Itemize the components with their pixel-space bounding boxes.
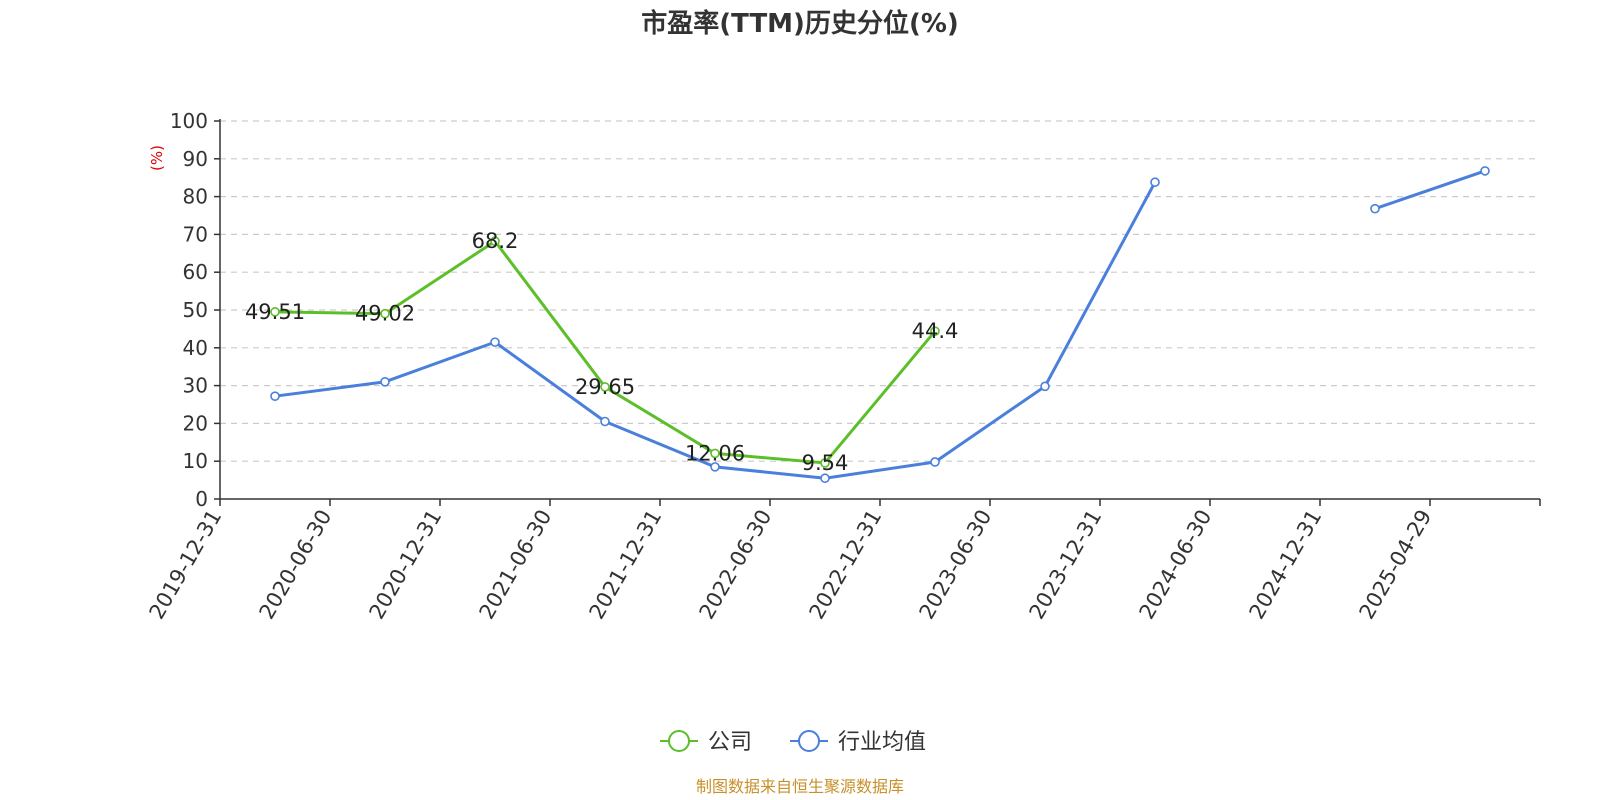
legend-marker-icon [668, 730, 690, 752]
data-point[interactable] [930, 457, 940, 467]
y-tick-label: 40 [183, 336, 208, 360]
grid-lines [220, 120, 1540, 462]
data-point[interactable] [710, 462, 720, 472]
data-point[interactable] [600, 416, 610, 427]
x-tick-label: 2021-06-30 [475, 506, 557, 624]
x-tick-label: 2024-06-30 [1135, 506, 1217, 624]
y-tick-label: 100 [170, 109, 208, 133]
legend-label: 行业均值 [838, 730, 926, 755]
y-tick-label: 0 [195, 487, 208, 511]
data-point[interactable] [490, 236, 500, 247]
x-tick-label: 2021-12-31 [585, 506, 667, 624]
source-note: 制图数据来自恒生聚源数据库 [696, 777, 904, 796]
axes: 0 10 20 30 40 50 60 70 80 90 100(%) 2019-12-31 2020-… [145, 109, 1541, 624]
data-point[interactable] [820, 473, 830, 484]
data-point[interactable] [820, 458, 830, 468]
data-point[interactable] [490, 337, 500, 347]
data-label: 9.54 [802, 451, 849, 475]
legend-marker-icon [798, 730, 820, 752]
y-tick-label: 50 [183, 298, 208, 322]
x-tick-label: 2023-06-30 [915, 506, 997, 624]
data-point[interactable] [1480, 166, 1490, 176]
data-point[interactable] [600, 382, 610, 392]
data-label: 49.51 [245, 300, 305, 324]
legend-label: 公司 [708, 730, 752, 755]
data-labels: 49.51 49.02 68.2 29.65 12.06 9.54 44.4 [245, 229, 958, 475]
y-tick-label: 10 [183, 449, 208, 473]
legend-item-0[interactable]: 公司 [660, 730, 752, 755]
data-point[interactable] [930, 326, 940, 336]
series-line [274, 239, 937, 465]
data-label: 49.02 [355, 302, 415, 326]
y-tick-label: 60 [183, 260, 208, 284]
data-point[interactable] [380, 377, 390, 387]
y-tick-label: 80 [183, 185, 208, 209]
series-line [1374, 169, 1486, 211]
y-tick-label: 20 [183, 411, 208, 435]
data-label: 12.06 [685, 441, 745, 465]
series-line [274, 181, 1157, 480]
data-point[interactable] [270, 391, 280, 401]
data-point[interactable] [1150, 177, 1160, 188]
data-label: 29.65 [575, 375, 635, 399]
x-tick-label: 2019-12-31 [145, 506, 227, 624]
x-tick-label: 2025-04-29 [1355, 506, 1437, 624]
y-axis-label: (%) [148, 145, 166, 171]
data-label: 68.2 [472, 229, 519, 253]
data-point[interactable] [1370, 203, 1380, 214]
x-tick-label: 2020-12-31 [365, 506, 447, 624]
y-tick-label: 30 [183, 374, 208, 398]
x-tick-label: 2024-12-31 [1245, 506, 1327, 624]
data-point[interactable] [710, 448, 720, 459]
data-point[interactable] [380, 308, 390, 319]
x-tick-label: 2023-12-31 [1025, 506, 1107, 624]
y-tick-label: 70 [183, 222, 208, 246]
x-tick-label: 2022-12-31 [805, 506, 887, 624]
legend[interactable]: 公司 行业均值 [660, 730, 926, 755]
legend-item-1[interactable]: 行业均值 [790, 730, 926, 755]
series-1 [270, 166, 1490, 484]
data-point[interactable] [1040, 381, 1050, 392]
data-point[interactable] [270, 307, 280, 317]
chart-title: 市盈率(TTM)历史分位(%) [641, 8, 959, 39]
series-layer [270, 166, 1490, 484]
series-0 [270, 236, 940, 468]
x-tick-label: 2022-06-30 [695, 506, 777, 624]
data-label: 44.4 [912, 319, 959, 343]
y-tick-label: 90 [183, 147, 208, 171]
x-tick-label: 2020-06-30 [255, 506, 337, 624]
